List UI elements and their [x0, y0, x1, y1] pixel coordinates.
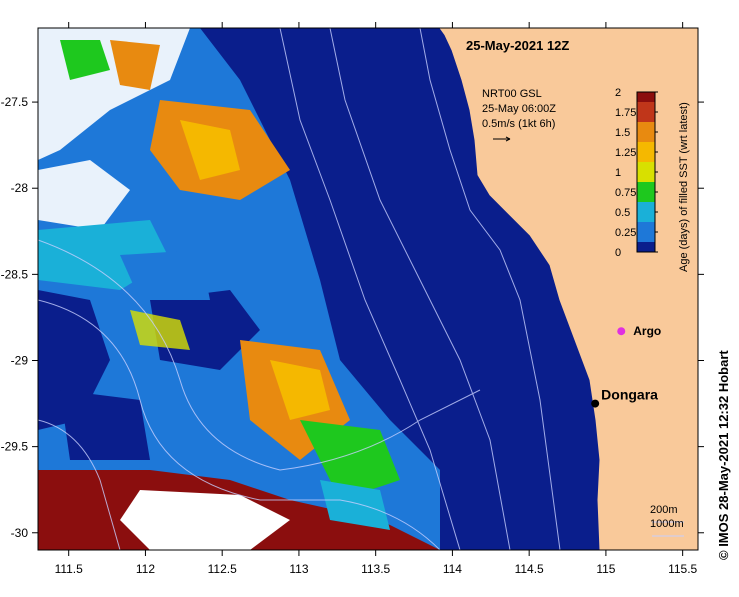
colorbar-tick-label: 2: [615, 87, 621, 99]
lon-tick-label: 111.5: [55, 562, 84, 576]
colorbar-tick-label: 1.25: [615, 147, 636, 159]
lat-axis: -27.5 -28 -28.5 -29 -29.5 -30: [1, 95, 704, 540]
town-marker-dongara: [591, 399, 600, 408]
lon-axis: 111.5 112 112.5 113 113.5 114 114.5 115 115.5: [55, 22, 698, 576]
argo-label: Argo: [633, 324, 661, 338]
copyright-text: © IMOS 28-May-2021 12:32 Hobart: [716, 350, 731, 560]
land-mass: [439, 28, 698, 550]
colorbar-swatch: [637, 222, 655, 242]
lon-tick-label: 113.5: [361, 562, 390, 576]
colorbar: 2 1.75 1.5 1.25 1 0.75 0.5 0.25 0: [615, 87, 658, 259]
lat-tick-label: -28.5: [1, 267, 29, 281]
depth-label-200: 200m: [650, 504, 678, 516]
colorbar-tick-label: 0.75: [615, 187, 636, 199]
colorbar-tick-label: 0.5: [615, 207, 630, 219]
bathymetry-contours: [38, 28, 561, 550]
lat-tick-label: -30: [11, 526, 29, 540]
colorbar-swatch: [637, 102, 655, 122]
place-markers: Dongara Argo: [591, 324, 661, 408]
colorbar-tick-label: 1: [615, 167, 621, 179]
scale-arrow-head: [505, 136, 511, 142]
legend-product: NRT00 GSL: [482, 88, 542, 100]
colorbar-swatch: [637, 242, 655, 252]
sst-patches: [38, 28, 440, 550]
colorbar-tick-label: 0: [615, 247, 621, 259]
colorbar-tick-label: 1.75: [615, 107, 636, 119]
map-title: 25-May-2021 12Z: [466, 38, 570, 53]
depth-label-1000: 1000m: [650, 518, 684, 530]
lon-tick-label: 115.5: [668, 562, 697, 576]
colorbar-tick-label: 0.25: [615, 227, 636, 239]
legend-scale: 0.5m/s (1kt 6h): [482, 118, 556, 130]
lat-tick-label: -27.5: [1, 95, 29, 109]
lat-tick-label: -29.5: [1, 440, 29, 454]
colorbar-swatch: [637, 122, 655, 142]
lat-tick-label: -29: [11, 353, 29, 367]
lat-tick-label: -28: [11, 181, 29, 195]
colorbar-tick-label: 1.5: [615, 127, 630, 139]
lon-tick-label: 112.5: [208, 562, 237, 576]
lon-tick-label: 112: [136, 562, 155, 576]
colorbar-swatch: [637, 182, 655, 202]
colorbar-swatch: [637, 162, 655, 182]
argo-float-marker: [617, 327, 626, 336]
legend-time: 25-May 06:00Z: [482, 103, 556, 115]
lon-tick-label: 114.5: [515, 562, 544, 576]
lon-tick-label: 113: [289, 562, 308, 576]
town-label-dongara: Dongara: [601, 387, 658, 403]
colorbar-swatch: [637, 92, 655, 102]
colorbar-swatch: [637, 142, 655, 162]
lon-tick-label: 115: [596, 562, 615, 576]
colorbar-swatch: [637, 202, 655, 222]
colorbar-label: Age (days) of filled SST (wrt latest): [678, 102, 690, 272]
lon-tick-label: 114: [443, 562, 462, 576]
